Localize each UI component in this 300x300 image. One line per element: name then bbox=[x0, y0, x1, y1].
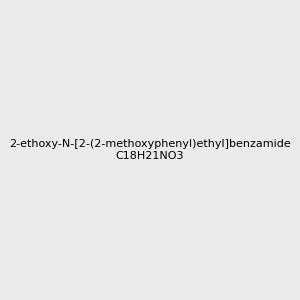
Text: 2-ethoxy-N-[2-(2-methoxyphenyl)ethyl]benzamide
C18H21NO3: 2-ethoxy-N-[2-(2-methoxyphenyl)ethyl]ben… bbox=[9, 139, 291, 161]
